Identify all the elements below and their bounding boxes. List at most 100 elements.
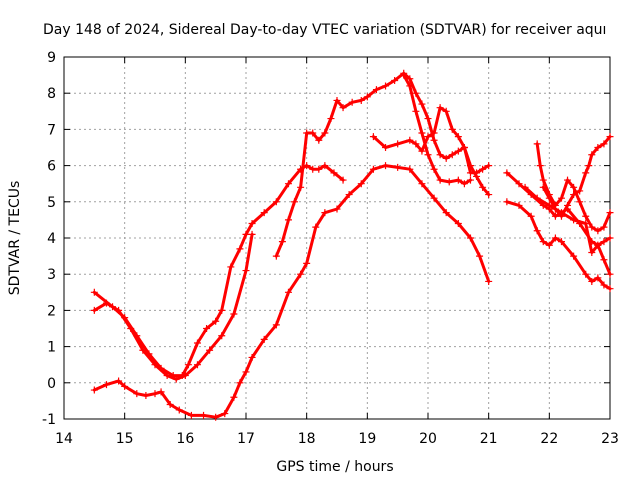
data-point [606, 234, 614, 242]
data-point [536, 162, 544, 170]
data-point [442, 209, 450, 217]
data-point [206, 346, 214, 354]
x-axis-label: GPS time / hours [276, 459, 393, 475]
data-point [391, 77, 399, 85]
data-point [588, 248, 596, 256]
chart-title: Day 148 of 2024, Sidereal Day-to-day VTE… [43, 22, 606, 38]
y-axis-label: SDTVAR / TECUs [7, 181, 23, 296]
series-track-h [503, 198, 614, 293]
data-point [212, 317, 220, 325]
data-point [594, 227, 602, 235]
data-point [460, 144, 468, 151]
data-point [221, 410, 229, 418]
data-point [582, 169, 590, 177]
data-point [479, 165, 487, 173]
series-line [92, 232, 254, 381]
data-point [466, 169, 474, 177]
data-point [90, 386, 98, 394]
data-point [485, 162, 493, 170]
data-point [321, 129, 329, 137]
data-point [424, 151, 432, 159]
data-point [218, 332, 226, 340]
data-point [115, 377, 123, 385]
data-point [418, 180, 426, 188]
data-point [284, 288, 292, 296]
series-line [274, 71, 491, 258]
data-point [442, 154, 450, 162]
data-point [248, 353, 256, 361]
data-point [606, 270, 614, 278]
data-point [533, 194, 541, 202]
data-point [606, 133, 614, 141]
data-point [515, 201, 523, 209]
data-point [200, 411, 208, 419]
data-point [284, 180, 292, 188]
x-tick-label: 20 [419, 431, 437, 447]
data-point [312, 223, 320, 231]
data-point [369, 165, 377, 173]
data-point [485, 191, 493, 199]
series-line [523, 185, 612, 276]
series-line [541, 135, 612, 218]
data-point [594, 241, 602, 249]
x-tick-label: 19 [358, 431, 376, 447]
x-tick-label: 14 [55, 431, 73, 447]
y-tick-label: 1 [47, 340, 56, 356]
data-point [557, 238, 565, 246]
data-point [357, 96, 365, 104]
data-point [272, 321, 280, 329]
series-track-c [90, 162, 493, 421]
data-point [551, 234, 559, 242]
data-point [181, 372, 189, 380]
data-point [545, 194, 553, 202]
data-point [545, 241, 553, 249]
data-point [588, 151, 596, 159]
series-line [92, 164, 491, 419]
data-point [454, 147, 462, 155]
data-point [466, 176, 474, 184]
data-point [557, 194, 565, 202]
data-point [394, 163, 402, 171]
data-point [406, 82, 414, 90]
data-point [430, 136, 438, 144]
data-point [303, 259, 311, 267]
data-point [291, 198, 299, 206]
x-tick-labels: 14 15 16 17 18 19 20 21 22 23 [55, 431, 619, 447]
data-point [600, 238, 608, 246]
data-point [564, 201, 572, 209]
y-tick-label: 7 [47, 122, 56, 138]
data-point [394, 140, 402, 148]
data-point [115, 306, 123, 314]
data-point [466, 234, 474, 242]
data-point [582, 212, 590, 220]
data-point [172, 375, 180, 383]
data-point [127, 325, 135, 332]
data-point [436, 151, 444, 159]
data-point [230, 310, 238, 318]
data-point [570, 252, 578, 260]
data-point [315, 165, 323, 173]
x-tick-label: 23 [601, 431, 619, 447]
data-point [515, 180, 523, 188]
data-point [476, 252, 484, 260]
data-point [321, 162, 329, 170]
grid-lines [64, 57, 610, 419]
data-point [570, 216, 578, 224]
data-point [594, 144, 602, 151]
data-point [454, 220, 462, 228]
x-tick-label: 15 [116, 431, 134, 447]
x-tick-label: 18 [298, 431, 316, 447]
data-point [242, 267, 250, 275]
data-point [193, 339, 201, 347]
data-point [382, 162, 390, 170]
data-point [418, 147, 426, 155]
data-point [90, 306, 98, 314]
data-point [348, 98, 356, 106]
data-point [454, 133, 462, 141]
data-point [564, 176, 572, 184]
data-point [430, 194, 438, 202]
data-point [400, 71, 408, 79]
data-point [588, 277, 596, 285]
data-point [448, 125, 456, 133]
